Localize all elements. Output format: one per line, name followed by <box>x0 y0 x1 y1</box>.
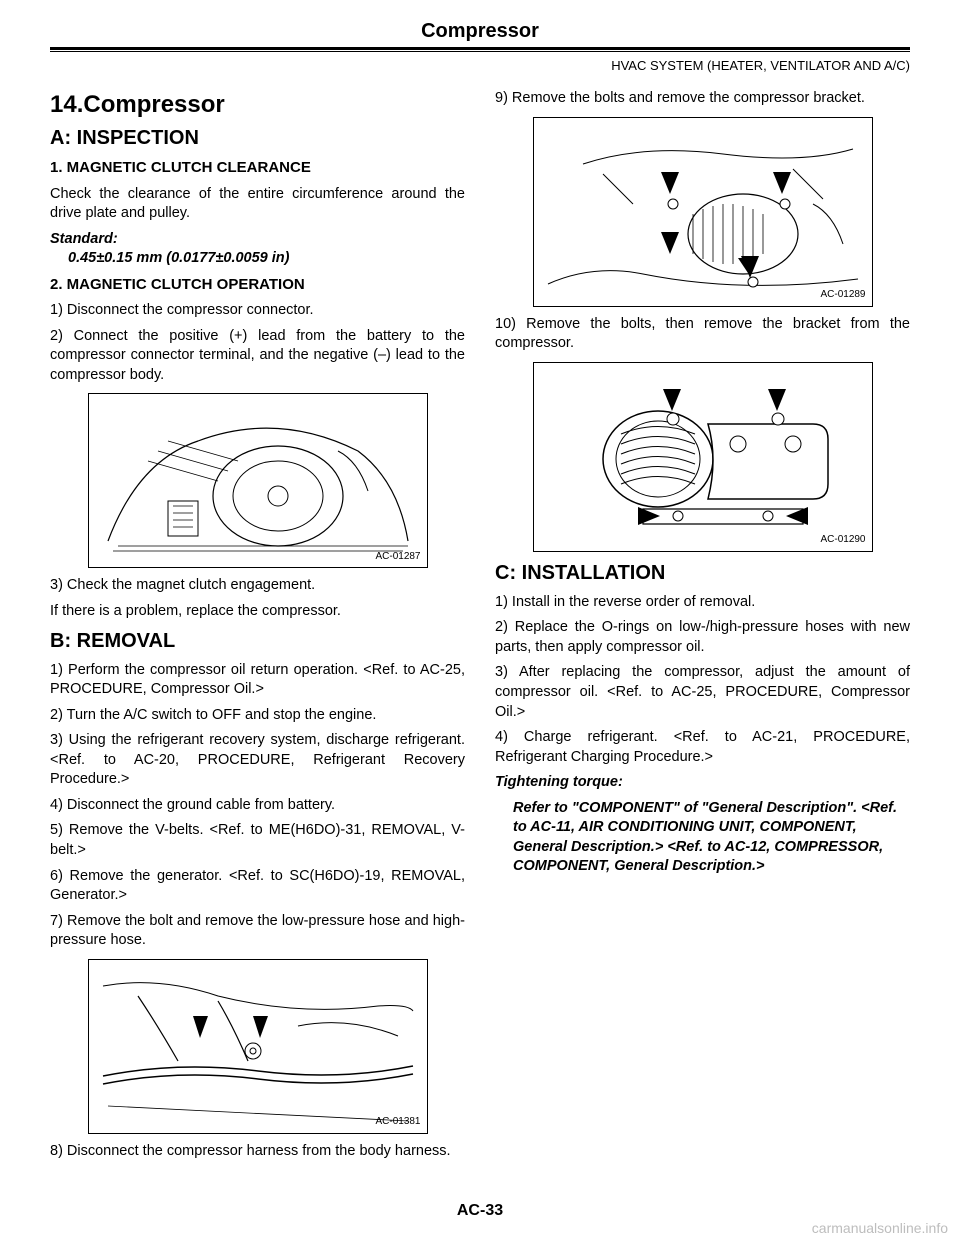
figure-ac-01287: AC-01287 <box>88 393 428 568</box>
body-text: 4) Charge refrigerant. <Ref. to AC-21, P… <box>495 728 910 767</box>
left-column: 14.Compressor A: INSPECTION 1. MAGNETIC … <box>50 89 465 1167</box>
installation-heading: C: INSTALLATION <box>495 560 910 587</box>
sub-heading-operation: 2. MAGNETIC CLUTCH OPERATION <box>50 275 465 295</box>
figure-caption: AC-01381 <box>375 1115 420 1129</box>
torque-text: Refer to "COMPONENT" of "General Descrip… <box>495 799 910 877</box>
watermark: carmanualsonline.info <box>812 1220 948 1236</box>
body-text: 2) Turn the A/C switch to OFF and stop t… <box>50 706 465 726</box>
right-column: 9) Remove the bolts and remove the compr… <box>495 89 910 1167</box>
page-number: AC-33 <box>0 1202 960 1220</box>
figure-caption: AC-01290 <box>820 533 865 547</box>
body-text: 9) Remove the bolts and remove the compr… <box>495 89 910 109</box>
rule-thick <box>50 47 910 50</box>
body-text: 1) Install in the reverse order of remov… <box>495 593 910 613</box>
standard-label: Standard: <box>50 230 465 250</box>
figure-ac-01290: AC-01290 <box>533 362 873 552</box>
section-number-title: 14.Compressor <box>50 89 465 121</box>
body-text: 10) Remove the bolts, then remove the br… <box>495 315 910 354</box>
body-text: 3) Using the refrigerant recovery system… <box>50 731 465 790</box>
body-text: 5) Remove the V-belts. <Ref. to ME(H6DO)… <box>50 821 465 860</box>
removal-heading: B: REMOVAL <box>50 628 465 655</box>
page-title: Compressor <box>50 20 910 43</box>
inspection-heading: A: INSPECTION <box>50 125 465 152</box>
header-subtitle: HVAC SYSTEM (HEATER, VENTILATOR AND A/C) <box>50 58 910 73</box>
figure-ac-01289: AC-01289 <box>533 117 873 307</box>
body-text: 3) Check the magnet clutch engagement. <box>50 576 465 596</box>
rule-thin <box>50 51 910 52</box>
figure-ac-01381: AC-01381 <box>88 959 428 1134</box>
body-text: 3) After replacing the compressor, adjus… <box>495 663 910 722</box>
content-columns: 14.Compressor A: INSPECTION 1. MAGNETIC … <box>50 89 910 1167</box>
body-text: If there is a problem, replace the compr… <box>50 602 465 622</box>
body-text: 8) Disconnect the compressor harness fro… <box>50 1142 465 1162</box>
body-text: 6) Remove the generator. <Ref. to SC(H6D… <box>50 867 465 906</box>
figure-caption: AC-01287 <box>375 550 420 564</box>
standard-value: 0.45±0.15 mm (0.0177±0.0059 in) <box>50 249 465 269</box>
body-text: 4) Disconnect the ground cable from batt… <box>50 796 465 816</box>
torque-label: Tightening torque: <box>495 773 910 793</box>
body-text: 2) Replace the O-rings on low-/high-pres… <box>495 618 910 657</box>
body-text: 1) Perform the compressor oil return ope… <box>50 661 465 700</box>
body-text: 7) Remove the bolt and remove the low-pr… <box>50 912 465 951</box>
body-text: 1) Disconnect the compressor connector. <box>50 301 465 321</box>
body-text: 2) Connect the positive (+) lead from th… <box>50 327 465 386</box>
figure-caption: AC-01289 <box>820 288 865 302</box>
body-text: Check the clearance of the entire circum… <box>50 185 465 224</box>
sub-heading-clearance: 1. MAGNETIC CLUTCH CLEARANCE <box>50 158 465 178</box>
